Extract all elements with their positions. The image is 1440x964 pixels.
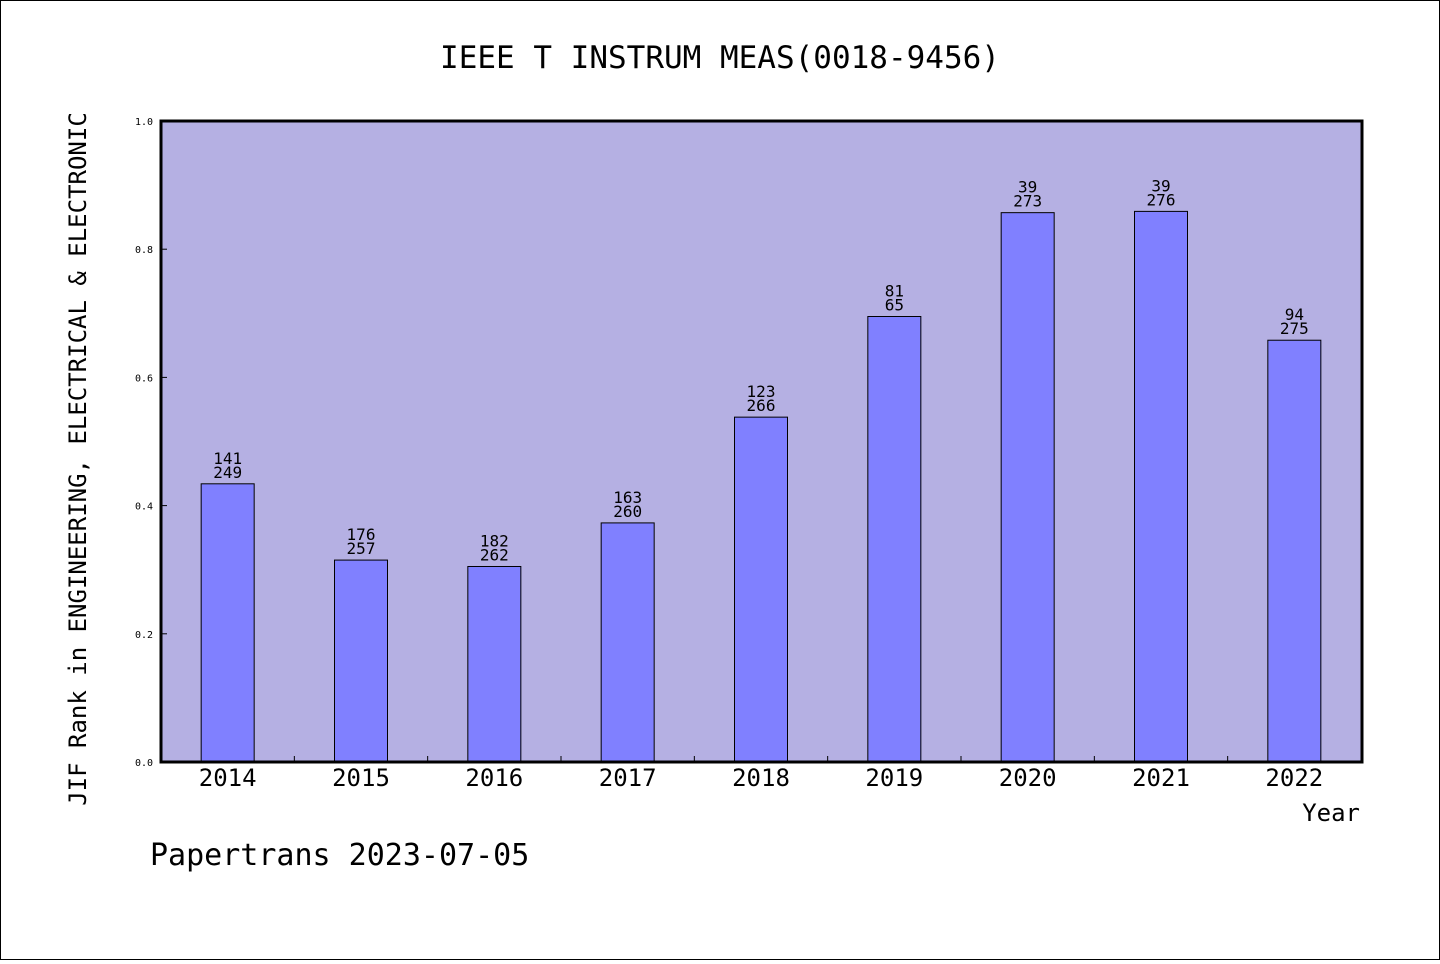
y-tick-label-0.2: 0.2 [135, 630, 153, 641]
bar-rank-label-2018: 123 [747, 382, 776, 401]
x-tick-label-2022: 2022 [1265, 764, 1323, 792]
y-tick-label-0.0: 0.0 [135, 758, 153, 769]
bar-2019 [867, 316, 922, 763]
bar-total-label-2018: 266 [747, 396, 776, 415]
x-tick-label-2020: 2020 [999, 764, 1057, 792]
bar-rank-label-2022: 94 [1285, 305, 1304, 324]
bar-rank-label-2020: 39 [1018, 178, 1037, 197]
bar-2014 [200, 483, 255, 763]
bar-total-label-2020: 273 [1013, 192, 1042, 211]
chart-title: IEEE T INSTRUM MEAS(0018-9456) [440, 40, 1000, 76]
bar-rank-label-2015: 176 [347, 525, 376, 544]
bar-2015 [334, 559, 388, 763]
x-tick-label-2018: 2018 [732, 764, 790, 792]
y-axis-label: JIF Rank in ENGINEERING, ELECTRICAL & EL… [64, 112, 92, 806]
bar-rank-label-2017: 163 [613, 488, 642, 507]
bar-2017 [600, 522, 655, 763]
y-tick-label-0.4: 0.4 [135, 502, 153, 513]
x-tick-label-2014: 2014 [199, 764, 257, 792]
bar-rank-label-2014: 141 [213, 449, 242, 468]
y-tick-label-1.0: 1.0 [135, 117, 153, 128]
bar-total-label-2017: 260 [613, 502, 642, 521]
bar-total-label-2014: 249 [213, 463, 242, 482]
x-tick-label-2015: 2015 [332, 764, 390, 792]
x-tick-label-2016: 2016 [465, 764, 523, 792]
x-axis-label: Year [1302, 799, 1360, 827]
bar-2020 [1000, 212, 1055, 763]
y-tick-label-0.8: 0.8 [135, 245, 153, 256]
x-tick-label-2017: 2017 [599, 764, 657, 792]
plot-border [159, 119, 1364, 764]
bar-2021 [1134, 210, 1188, 763]
bar-2018 [734, 416, 788, 763]
bar-total-label-2022: 275 [1280, 319, 1309, 338]
bar-rank-label-2019: 81 [885, 282, 904, 301]
x-axis-ticks: 2014 2015 2016 2017 2018 2019 2020 2021 2022 [199, 756, 1323, 792]
bar-total-label-2019: 65 [885, 296, 904, 315]
x-tick-label-2021: 2021 [1132, 764, 1190, 792]
bar-total-label-2016: 262 [480, 545, 509, 564]
bars-layer [200, 210, 1322, 763]
footer-credit: Papertrans 2023-07-05 [150, 838, 529, 873]
bar-2022 [1267, 339, 1322, 763]
bar-rank-label-2016: 182 [480, 531, 509, 550]
y-tick-label-0.6: 0.6 [135, 373, 153, 384]
bar-rank-label-2021: 39 [1151, 176, 1170, 195]
bar-total-label-2021: 276 [1147, 190, 1176, 209]
bar-total-label-2015: 257 [347, 539, 376, 558]
bar-2016 [467, 565, 522, 763]
x-tick-label-2019: 2019 [865, 764, 923, 792]
